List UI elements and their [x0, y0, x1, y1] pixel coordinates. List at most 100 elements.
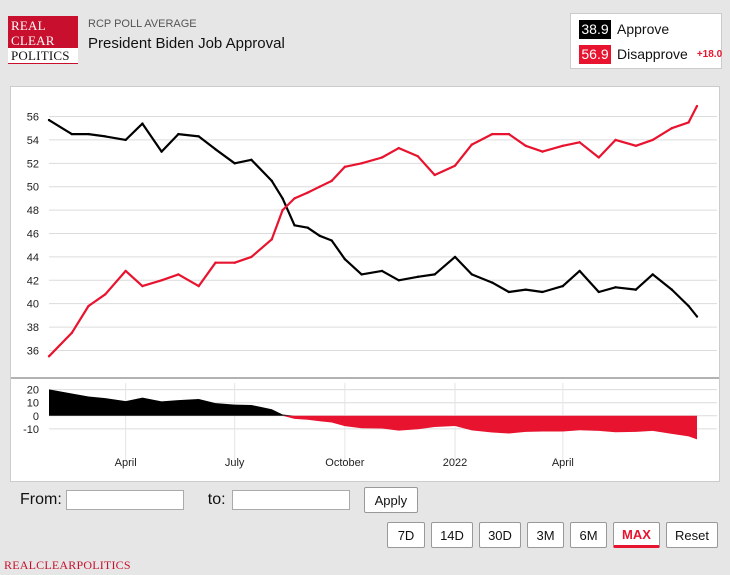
disapprove-point: [197, 284, 200, 288]
approve-point: [433, 273, 436, 276]
approve-point: [634, 288, 638, 291]
chart-kicker: RCP POLL AVERAGE: [88, 18, 197, 30]
approve-point: [380, 269, 384, 273]
logo-line-clear: CLEAR: [11, 33, 55, 48]
approve-point: [70, 132, 73, 136]
disapprove-point: [614, 138, 617, 142]
approve-point: [177, 132, 180, 136]
approve-value-badge: 38.9: [579, 19, 611, 39]
approve-point: [141, 122, 144, 125]
disapprove-point: [281, 208, 284, 212]
approve-point: [306, 226, 309, 229]
approve-point: [87, 132, 90, 136]
approve-point: [597, 290, 600, 294]
approve-point: [160, 150, 163, 153]
chart-title: President Biden Job Approval: [88, 35, 285, 52]
date-range-controls: From: to: Apply: [20, 486, 419, 514]
disapprove-point: [433, 173, 436, 177]
approve-point: [330, 239, 333, 242]
disapprove-point: [561, 144, 565, 147]
approve-point: [47, 118, 51, 122]
reset-button[interactable]: Reset: [666, 522, 718, 548]
from-date-input[interactable]: [65, 490, 184, 510]
disapprove-point: [687, 121, 690, 124]
approve-point: [318, 234, 321, 238]
approve-point: [524, 288, 527, 291]
range-3m-button[interactable]: 3M: [527, 522, 564, 548]
disapprove-point: [160, 279, 163, 282]
disapprove-point: [490, 132, 494, 136]
disapprove-point: [87, 304, 90, 308]
x-tick-label: October: [325, 457, 364, 469]
disapprove-point: [47, 355, 51, 358]
approve-point: [104, 135, 107, 138]
disapprove-point: [306, 191, 309, 194]
approve-series-line: [48, 119, 698, 318]
y-tick-label: 36: [27, 345, 39, 357]
disapprove-point: [318, 185, 321, 188]
approve-point: [687, 304, 690, 308]
from-label: From:: [20, 491, 62, 508]
spread-area-negative: [49, 415, 697, 440]
disapprove-point: [343, 165, 347, 169]
y-tick-label: 52: [27, 158, 39, 170]
approve-point: [651, 273, 654, 276]
legend-disapprove: 56.9 Disapprove +18.0: [579, 44, 722, 64]
range-6m-button[interactable]: 6M: [570, 522, 607, 548]
disapprove-point: [453, 164, 457, 167]
range-max-button[interactable]: MAX: [613, 522, 660, 548]
approve-point: [270, 179, 273, 183]
disapprove-point: [250, 255, 253, 259]
disapprove-point: [104, 293, 107, 296]
to-date-input[interactable]: [231, 490, 350, 510]
rcp-logo: REAL CLEAR POLITICS: [8, 16, 78, 64]
disapprove-point: [578, 141, 581, 144]
chart-panel[interactable]: 36 38 40 42 44 46 48 50 52 54 56 20 10 0 -10 April July O…: [10, 86, 720, 482]
disapprove-point: [330, 179, 333, 183]
disapprove-point: [524, 144, 527, 147]
disapprove-series-line: [48, 105, 698, 358]
approve-point: [453, 255, 457, 259]
disapprove-point: [360, 162, 363, 165]
y-tick-label: 48: [27, 205, 39, 217]
apply-button[interactable]: Apply: [363, 487, 419, 513]
approve-point: [397, 279, 400, 282]
spread-area-positive: [49, 389, 697, 416]
disapprove-point: [214, 261, 217, 264]
approve-point: [578, 269, 581, 273]
approve-point: [293, 224, 296, 227]
approve-point: [416, 275, 420, 278]
disapprove-point: [670, 127, 674, 130]
y-tick-label: 40: [27, 299, 39, 311]
disapprove-point: [470, 143, 474, 146]
approve-point: [614, 286, 617, 289]
to-label: to:: [207, 491, 226, 508]
approve-point: [360, 273, 363, 276]
spread-tick-label: 0: [33, 411, 39, 423]
approve-point: [695, 315, 699, 318]
range-7d-button[interactable]: 7D: [387, 522, 425, 548]
disapprove-label: Disapprove: [617, 46, 688, 62]
approve-point: [670, 288, 674, 291]
range-30d-button[interactable]: 30D: [479, 522, 521, 548]
disapprove-point: [380, 156, 384, 159]
spread-tick-label: -10: [23, 424, 39, 436]
disapprove-point: [177, 273, 180, 276]
range-14d-button[interactable]: 14D: [431, 522, 473, 548]
disapprove-point: [270, 238, 273, 241]
disapprove-point: [293, 197, 296, 200]
approve-point: [490, 281, 494, 284]
approve-point: [507, 290, 511, 294]
y-tick-label: 56: [27, 112, 39, 124]
disapprove-point: [597, 156, 600, 159]
y-tick-label: 38: [27, 322, 39, 334]
approve-point: [197, 135, 200, 138]
disapprove-point: [695, 104, 699, 108]
approve-label: Approve: [617, 21, 670, 37]
y-tick-label: 54: [27, 135, 39, 147]
disapprove-point: [507, 132, 511, 136]
approve-point: [214, 148, 217, 151]
spread-tick-label: 20: [27, 385, 39, 397]
approve-point: [343, 258, 347, 261]
